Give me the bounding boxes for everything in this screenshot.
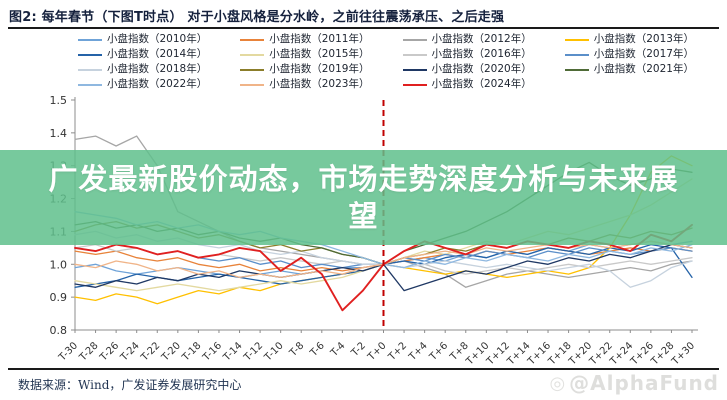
x-tick-label: T+2 <box>386 340 409 363</box>
legend-line-swatch <box>78 53 102 56</box>
figure-title: 图2: 每年春节（下图T时点） 对于小盘风格是分水岭，之前往往震荡承压、之后走强 <box>9 10 505 25</box>
y-tick-label: 0.9 <box>50 291 68 304</box>
y-tick-label: 0.8 <box>50 324 68 337</box>
legend-line-swatch <box>564 53 589 56</box>
legend-line-swatch <box>402 68 427 71</box>
legend-label: 小盘指数（2012年） <box>431 33 532 45</box>
legend-line-swatch <box>402 53 427 56</box>
legend-label: 小盘指数（2016年） <box>431 48 532 60</box>
chart-legend: 小盘指数（2010年） 小盘指数（2011年） 小盘指数（2012年） 小盘指数（20… <box>78 33 723 91</box>
x-tick-label: T+28 <box>649 340 677 368</box>
legend-item-0: 小盘指数（2010年） <box>78 33 236 46</box>
legend-label: 小盘指数（2020年） <box>431 63 532 75</box>
x-tick-label: T+20 <box>567 340 595 368</box>
legend-label: 小盘指数（2024年） <box>431 78 532 90</box>
legend-item-1: 小盘指数（2011年） <box>240 33 398 46</box>
data-source-note: 数据来源：Wind，广发证券发展研究中心 <box>18 378 242 392</box>
x-tick-label: T-4 <box>328 340 347 359</box>
legend-line-swatch <box>564 68 589 71</box>
overlay-headline: 广发最新股价动态，市场走势深度分析与未来展望 <box>48 161 679 233</box>
weibo-eye-icon: ◎ <box>549 372 567 394</box>
watermark-overlay-band: 广发最新股价动态，市场走势深度分析与未来展望 <box>0 150 727 245</box>
legend-label: 小盘指数（2022年） <box>107 78 208 90</box>
title-divider <box>8 27 719 29</box>
y-tick-label: 1.4 <box>50 127 68 140</box>
legend-label: 小盘指数（2014年） <box>107 48 208 60</box>
legend-line-swatch <box>402 38 427 41</box>
x-tick-label: T-6 <box>308 340 327 359</box>
legend-item-12: 小盘指数（2022年） <box>78 78 236 91</box>
legend-label: 小盘指数（2019年） <box>269 63 370 75</box>
legend-line-swatch <box>78 83 102 86</box>
legend-label: 小盘指数（2018年） <box>107 63 208 75</box>
legend-line-swatch <box>240 83 265 86</box>
x-tick-label: T-18 <box>180 340 204 364</box>
legend-line-swatch <box>240 38 265 41</box>
x-tick-label: T-2 <box>349 340 368 359</box>
legend-item-7: 小盘指数（2017年） <box>564 48 723 61</box>
legend-label: 小盘指数（2017年） <box>593 48 694 60</box>
x-tick-label: T+26 <box>628 340 656 368</box>
legend-line-swatch <box>78 68 102 71</box>
legend-item-3: 小盘指数（2013年） <box>564 33 723 46</box>
legend-line-swatch <box>402 83 427 86</box>
x-tick-label: T-20 <box>159 340 183 364</box>
x-tick-label: T-14 <box>221 340 245 364</box>
x-tick-label: T-30 <box>56 340 80 364</box>
legend-item-10: 小盘指数（2020年） <box>402 63 561 76</box>
x-tick-label: T-8 <box>287 340 306 359</box>
legend-item-6: 小盘指数（2016年） <box>402 48 561 61</box>
x-tick-label: T-26 <box>98 340 122 364</box>
legend-label: 小盘指数（2010年） <box>107 33 208 45</box>
legend-item-14: 小盘指数（2024年） <box>402 78 561 91</box>
x-tick-label: T+12 <box>484 340 512 368</box>
legend-item-13: 小盘指数（2023年） <box>240 78 398 91</box>
x-tick-label: T+14 <box>505 340 533 368</box>
x-tick-label: T+0 <box>365 340 388 363</box>
legend-label: 小盘指数（2011年） <box>269 33 370 45</box>
x-tick-label: T+10 <box>464 340 492 368</box>
legend-line-swatch <box>564 38 589 41</box>
legend-item-8: 小盘指数（2018年） <box>78 63 236 76</box>
x-tick-label: T+16 <box>525 340 553 368</box>
legend-line-swatch <box>240 53 265 56</box>
legend-item-9: 小盘指数（2019年） <box>240 63 398 76</box>
legend-label: 小盘指数（2013年） <box>593 33 694 45</box>
x-tick-label: T-12 <box>242 340 266 364</box>
legend-label: 小盘指数（2021年） <box>593 63 694 75</box>
alphafund-watermark: ◎ @AlphaFund <box>549 371 719 395</box>
legend-line-swatch <box>78 38 102 41</box>
footer-divider <box>8 368 719 370</box>
watermark-handle: @AlphaFund <box>569 371 719 395</box>
y-tick-label: 1.5 <box>50 94 68 107</box>
legend-line-swatch <box>240 68 265 71</box>
x-tick-label: T+18 <box>546 340 574 368</box>
legend-item-2: 小盘指数（2012年） <box>402 33 561 46</box>
x-tick-label: T-10 <box>262 340 286 364</box>
legend-label: 小盘指数（2015年） <box>269 48 370 60</box>
x-tick-label: T-28 <box>77 340 101 364</box>
x-tick-label: T-16 <box>200 340 224 364</box>
x-tick-label: T+24 <box>608 340 636 368</box>
x-tick-label: T+22 <box>587 340 615 368</box>
x-tick-label: T-22 <box>139 340 163 364</box>
legend-item-5: 小盘指数（2015年） <box>240 48 398 61</box>
legend-label: 小盘指数（2023年） <box>269 78 370 90</box>
x-tick-label: T+4 <box>407 340 430 363</box>
x-tick-label: T+6 <box>427 340 450 363</box>
legend-item-11: 小盘指数（2021年） <box>564 63 723 76</box>
y-tick-label: 1.0 <box>50 258 68 271</box>
x-tick-label: T-24 <box>118 340 142 364</box>
legend-item-4: 小盘指数（2014年） <box>78 48 236 61</box>
x-tick-label: T+30 <box>669 340 697 368</box>
